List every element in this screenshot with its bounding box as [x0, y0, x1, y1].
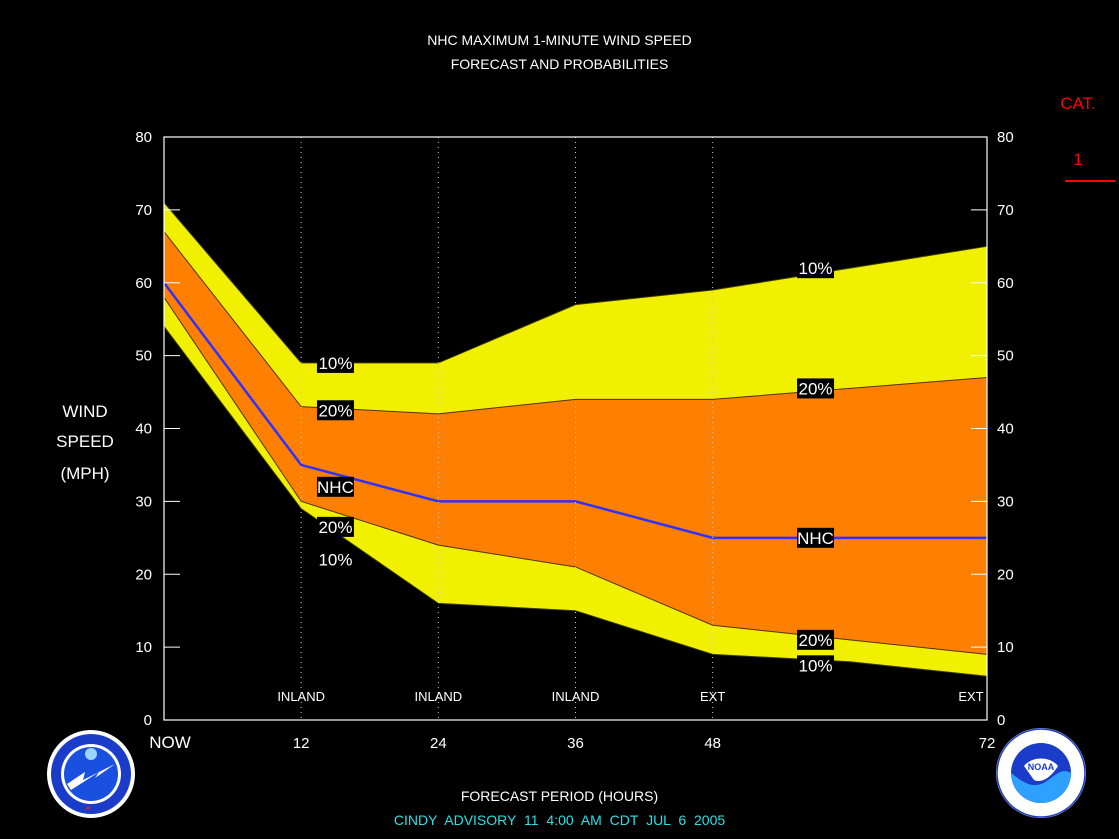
series-label: 10% — [797, 655, 835, 676]
y-tick-label-right: 50 — [997, 348, 1014, 365]
period-annotation: EXT — [700, 689, 725, 704]
series-label-text: 10% — [799, 259, 833, 278]
period-annotation: INLAND — [277, 689, 325, 704]
band-20-percent — [164, 231, 987, 655]
y-tick-label-left: 80 — [135, 129, 152, 146]
series-label-text: 10% — [318, 354, 352, 373]
chart-title-line1: NHC MAXIMUM 1-MINUTE WIND SPEED — [427, 32, 692, 48]
y-axis-label-line1: WIND — [62, 402, 108, 421]
y-tick-label-left: 60 — [135, 275, 152, 292]
series-label: 10% — [316, 549, 354, 570]
series-line-nhc — [163, 281, 987, 540]
series-label: 20% — [316, 516, 354, 537]
y-tick-label-left: 20 — [135, 566, 152, 583]
x-tick-label: NOW — [149, 733, 191, 752]
series-label-text: 10% — [318, 551, 352, 570]
series-label-bg — [316, 549, 354, 570]
x-tick-label: 36 — [567, 735, 584, 752]
series-label-bg — [316, 476, 354, 497]
series-label-text: NHC — [317, 478, 354, 497]
chart-title-line2: FORECAST AND PROBABILITIES — [450, 56, 669, 72]
y-tick-label-left: 30 — [135, 493, 152, 510]
noaa-nws-logo-icon — [47, 730, 135, 818]
series-label: 20% — [797, 378, 835, 399]
noaa-logo-icon: NOAA — [996, 728, 1086, 818]
series-label-bg — [797, 655, 835, 676]
y-tick-label-right: 40 — [997, 421, 1014, 438]
y-axis-label-line2: SPEED — [56, 432, 114, 451]
x-tick-label: 48 — [704, 735, 721, 752]
series-label-bg — [797, 527, 835, 548]
series-label: 10% — [316, 352, 354, 373]
series-label: 20% — [797, 629, 835, 650]
y-tick-label-left: 50 — [135, 348, 152, 365]
series-label-bg — [316, 352, 354, 373]
category-label: CAT. — [1060, 94, 1096, 113]
series-label-bg — [316, 400, 354, 421]
y-tick-label-right: 20 — [997, 566, 1014, 583]
y-tick-label-right: 70 — [997, 202, 1014, 219]
series-label: NHC — [316, 476, 354, 497]
y-tick-label-right: 80 — [997, 129, 1014, 146]
series-label-bg — [797, 378, 835, 399]
x-axis-label: FORECAST PERIOD (HOURS) — [460, 788, 659, 804]
x-tick-label: 12 — [293, 735, 310, 752]
period-annotation: INLAND — [552, 689, 600, 704]
y-tick-label-left: 70 — [135, 202, 152, 219]
y-axis-label-line3: (MPH) — [60, 464, 110, 483]
category-underline — [1065, 180, 1115, 182]
series-line-lower10 — [163, 326, 988, 677]
series-label: 20% — [316, 400, 354, 421]
series-line-upper20 — [163, 231, 988, 415]
series-label-bg — [797, 258, 835, 279]
y-tick-label-right: 60 — [997, 275, 1014, 292]
period-annotation: INLAND — [414, 689, 462, 704]
series-label: NHC — [797, 527, 835, 548]
y-tick-label-right: 0 — [997, 712, 1005, 729]
series-label-bg — [316, 516, 354, 537]
series-label-bg — [797, 629, 835, 650]
advisory-line: CINDY ADVISORY 11 4:00 AM CDT JUL 6 2005 — [393, 812, 726, 828]
y-tick-label-right: 30 — [997, 493, 1014, 510]
series-label-text: 10% — [799, 656, 833, 675]
series-label-text: 20% — [318, 401, 352, 420]
category-value: 1 — [1073, 150, 1083, 169]
y-tick-label-right: 10 — [997, 639, 1014, 656]
series-line-lower20 — [163, 297, 988, 655]
series-label: 10% — [797, 258, 835, 279]
x-tick-label: 24 — [430, 735, 447, 752]
series-label-text: 20% — [318, 518, 352, 537]
svg-text:NOAA: NOAA — [1028, 762, 1055, 772]
x-tick-label: 72 — [979, 735, 996, 752]
y-tick-label-left: 0 — [144, 712, 152, 729]
series-label-text: 20% — [799, 631, 833, 650]
y-tick-label-left: 10 — [135, 639, 152, 656]
period-annotation: EXT — [958, 689, 983, 704]
y-tick-label-left: 40 — [135, 421, 152, 438]
series-label-text: 20% — [799, 379, 833, 398]
series-label-text: NHC — [797, 529, 834, 548]
